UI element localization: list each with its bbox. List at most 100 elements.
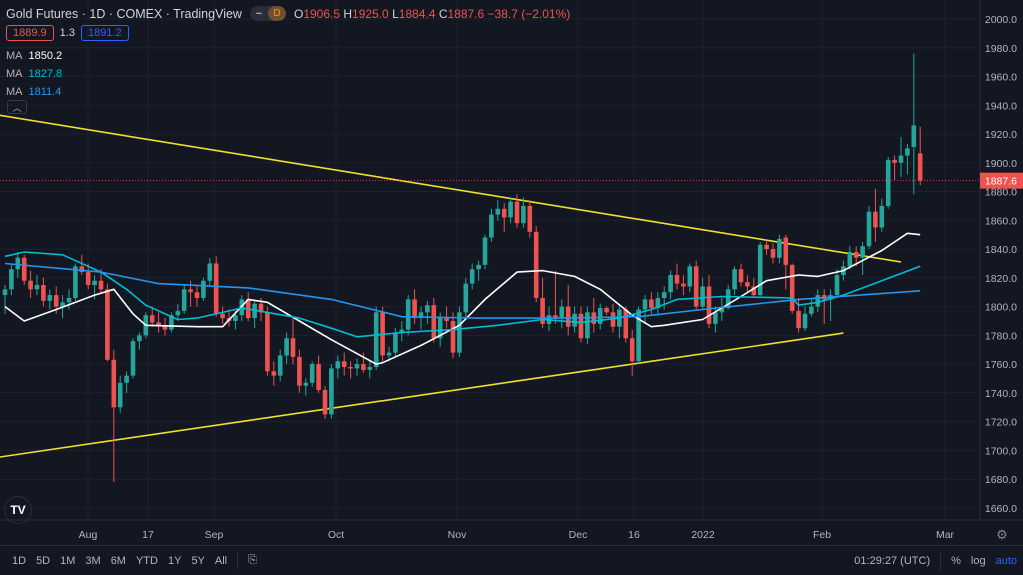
candle-body <box>258 303 264 313</box>
trendline[interactable] <box>0 114 902 263</box>
time-axis-label: Oct <box>328 529 344 541</box>
candle-body <box>757 244 763 296</box>
candle-body <box>489 214 494 238</box>
candle-body <box>866 211 872 247</box>
ma-legend-3[interactable]: MA 1811.4 <box>6 86 61 98</box>
ma-legend-2[interactable]: MA 1827.8 <box>6 68 62 80</box>
market-status[interactable]: − D <box>249 6 286 21</box>
candle-body <box>879 205 885 228</box>
trendline[interactable] <box>0 332 844 458</box>
price-tick-label: 1980.0 <box>985 43 1017 55</box>
candle-body <box>847 251 853 267</box>
time-axis-label: Dec <box>569 529 588 541</box>
price-tick-label: 1740.0 <box>985 388 1017 400</box>
range-1y[interactable]: 1Y <box>167 554 182 567</box>
candle-body <box>732 269 737 290</box>
candle-body <box>271 371 277 376</box>
ma-value: 1827.8 <box>28 68 63 80</box>
range-all[interactable]: All <box>214 554 228 567</box>
symbol-title[interactable]: Gold Futures · 1D · COMEX · TradingView <box>6 6 242 21</box>
candle-body <box>905 148 910 156</box>
log-toggle[interactable]: log <box>970 554 986 567</box>
open-value: 1906.5 <box>303 6 341 21</box>
ma-value: 1811.4 <box>28 86 62 98</box>
candle-body <box>533 231 539 298</box>
candle-body <box>188 289 193 293</box>
candle-body <box>674 274 680 284</box>
buy-price-button[interactable]: 1891.2 <box>80 25 129 41</box>
candle-body <box>873 211 878 228</box>
current-price-badge <box>980 172 1023 189</box>
candle-body <box>277 355 283 376</box>
candle-body <box>629 338 635 362</box>
candle-body <box>373 312 379 367</box>
ma-value: 1850.2 <box>28 50 63 62</box>
range-3m[interactable]: 3M <box>85 554 101 567</box>
candle-body <box>725 289 731 309</box>
high-label: H <box>343 6 353 21</box>
candle-body <box>693 266 699 307</box>
ma-legend-1[interactable]: MA 1850.2 <box>6 50 62 62</box>
clock-time[interactable]: 01:29:27 (UTC) <box>854 554 931 567</box>
candle-body <box>111 359 117 408</box>
candle-body <box>425 305 430 313</box>
candle-body <box>457 312 462 353</box>
time-axis-label: Aug <box>79 529 98 541</box>
candle-body <box>463 283 469 313</box>
candle-body <box>687 266 693 287</box>
auto-toggle[interactable]: auto <box>995 554 1017 567</box>
candle-body <box>809 306 814 314</box>
candle-body <box>642 299 648 310</box>
candle-body <box>386 352 392 356</box>
range-1m[interactable]: 1M <box>60 554 76 567</box>
candle-body <box>636 309 641 362</box>
percent-toggle[interactable]: % <box>951 554 961 567</box>
time-axis-label: Sep <box>205 529 224 541</box>
price-tick-label: 1800.0 <box>985 302 1017 314</box>
ohlc-values: O1906.5 H1925.0 L1884.4 C1887.6 −38.7 (−… <box>294 7 570 21</box>
candle-body <box>149 315 155 323</box>
logo-text: TV <box>10 503 26 517</box>
candle-body <box>572 313 577 327</box>
candle-body <box>719 308 725 313</box>
candle-body <box>169 315 174 330</box>
price-chart[interactable]: 2000.0 1980.0 1960.0 1940.0 1920.0 1900.0 1880… <box>0 0 1023 545</box>
moving-average-line <box>4 251 921 338</box>
candle-body <box>335 361 341 369</box>
settings-gear-icon[interactable]: ⚙ <box>996 527 1008 542</box>
candle-body <box>124 375 129 383</box>
price-tick-label: 1760.0 <box>985 359 1017 371</box>
candle-body <box>194 292 200 298</box>
price-tick-label: 1900.0 <box>985 158 1017 170</box>
tradingview-logo[interactable]: TV <box>4 496 32 524</box>
candle-body <box>764 244 769 250</box>
sell-price-button[interactable]: 1889.9 <box>6 25 54 41</box>
range-5d[interactable]: 5D <box>36 554 51 567</box>
time-axis-label: 2022 <box>691 529 715 541</box>
candle-body <box>9 269 14 290</box>
time-axis-label: Nov <box>448 529 467 541</box>
candle-body <box>770 249 776 258</box>
range-6m[interactable]: 6M <box>110 554 126 567</box>
range-1d[interactable]: 1D <box>12 554 27 567</box>
price-tick-label: 1940.0 <box>985 100 1017 112</box>
candle-body <box>175 310 181 316</box>
candle-body <box>297 356 302 386</box>
candle-body <box>341 361 347 367</box>
candle-body <box>751 286 757 296</box>
candle-body <box>585 312 590 339</box>
candle-body <box>860 246 865 258</box>
price-tick-label: 1720.0 <box>985 417 1017 429</box>
collapse-legend-button[interactable]: ︿ <box>7 100 27 114</box>
candle-body <box>265 312 270 372</box>
range-5y[interactable]: 5Y <box>191 554 205 567</box>
range-ytd[interactable]: YTD <box>135 554 158 567</box>
candle-body <box>700 286 705 307</box>
candle-body <box>53 295 59 307</box>
candle-body <box>98 280 104 290</box>
bid-ask: 1889.9 1.3 1891.2 <box>6 25 129 41</box>
candle-body <box>220 313 225 319</box>
date-range-icon[interactable]: ⎘ <box>248 554 257 566</box>
price-tick-label: 1660.0 <box>985 503 1017 515</box>
price-tick-label: 1820.0 <box>985 273 1017 285</box>
